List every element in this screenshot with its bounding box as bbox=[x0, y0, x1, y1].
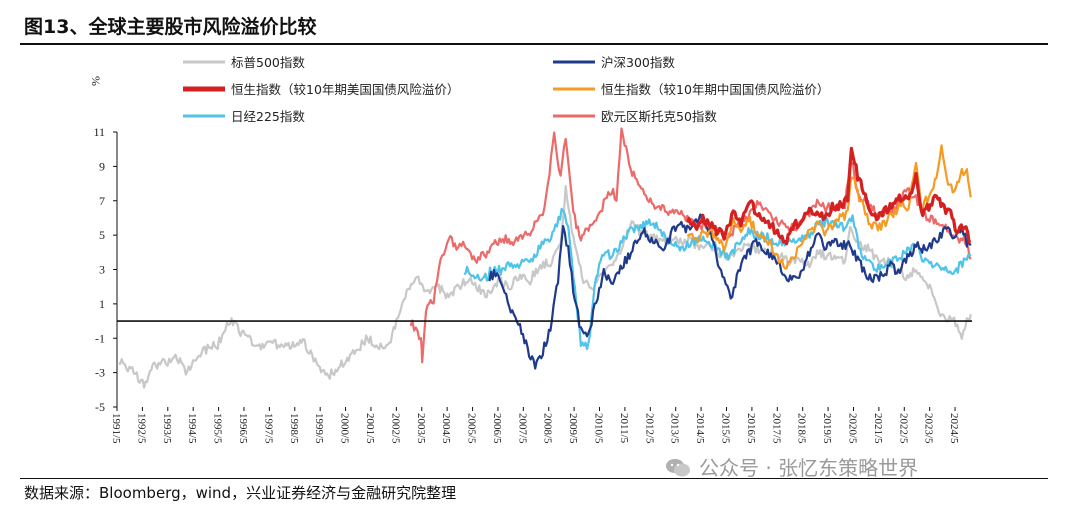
y-axis-label: % bbox=[89, 76, 103, 86]
x-tick-label: 1993/5 bbox=[161, 413, 173, 444]
series-line-1 bbox=[488, 213, 972, 370]
footer-divider bbox=[20, 478, 1048, 479]
x-tick-label: 1998/5 bbox=[288, 413, 300, 444]
x-tick-label: 2022/5 bbox=[897, 413, 909, 444]
y-tick-label: 3 bbox=[99, 263, 105, 277]
watermark-text: 公众号 · 张忆东策略世界 bbox=[699, 456, 919, 480]
title-divider bbox=[20, 43, 1048, 45]
watermark: 公众号 · 张忆东策略世界 bbox=[665, 452, 918, 481]
x-tick-label: 2009/5 bbox=[567, 413, 579, 444]
y-axis: 11 9 7 5 3 1 -1 -3 -5 bbox=[93, 125, 118, 414]
y-tick-label: 9 bbox=[99, 159, 105, 173]
series-layer bbox=[118, 127, 972, 389]
wechat-icon bbox=[666, 459, 690, 477]
series-line-4 bbox=[463, 207, 972, 351]
x-tick-label: 2021/5 bbox=[872, 413, 884, 444]
x-tick-label: 2001/5 bbox=[364, 413, 376, 444]
x-tick-label: 1996/5 bbox=[237, 413, 249, 444]
legend-label: 标普500指数 bbox=[231, 55, 305, 70]
legend-label: 欧元区斯托克50指数 bbox=[601, 109, 717, 124]
y-tick-label: -3 bbox=[95, 366, 105, 380]
y-tick-label: 5 bbox=[99, 228, 105, 242]
x-tick-label: 2006/5 bbox=[491, 413, 503, 444]
x-tick-label: 1994/5 bbox=[186, 413, 198, 444]
series-line-3 bbox=[686, 144, 972, 270]
x-tick-label: 2008/5 bbox=[542, 413, 554, 444]
x-tick-label: 2013/5 bbox=[669, 413, 681, 444]
x-tick-label: 2000/5 bbox=[339, 413, 351, 444]
x-tick-label: 2017/5 bbox=[770, 413, 782, 444]
series-line-0 bbox=[118, 185, 972, 389]
y-tick-label: 1 bbox=[99, 297, 105, 311]
legend-label: 恒生指数（较10年期中国国债风险溢价） bbox=[601, 82, 829, 97]
x-tick-label: 1999/5 bbox=[313, 413, 325, 444]
x-tick-label: 1995/5 bbox=[212, 413, 224, 444]
x-axis: 1991/5 1992/5 1993/5 1994/5 1995/5 1996/5 1997… bbox=[110, 407, 960, 444]
legend-label: 日经225指数 bbox=[231, 109, 305, 124]
x-tick-label: 2011/5 bbox=[618, 413, 630, 444]
x-tick-label: 2020/5 bbox=[846, 413, 858, 444]
page-title: 图13、全球主要股市风险溢价比较 bbox=[24, 16, 317, 38]
y-tick-label: -5 bbox=[95, 400, 105, 414]
x-tick-label: 2012/5 bbox=[643, 413, 655, 444]
x-tick-label: 1997/5 bbox=[262, 413, 274, 444]
x-tick-label: 2002/5 bbox=[389, 413, 401, 444]
y-tick-label: 7 bbox=[99, 194, 105, 208]
series-line-2 bbox=[686, 146, 971, 246]
legend-label: 沪深300指数 bbox=[601, 55, 675, 70]
x-tick-label: 2019/5 bbox=[821, 413, 833, 444]
x-tick-label: 2003/5 bbox=[415, 413, 427, 444]
x-tick-label: 2024/5 bbox=[948, 413, 960, 444]
legend-label: 恒生指数（较10年期美国国债风险溢价） bbox=[231, 82, 459, 97]
x-tick-label: 1992/5 bbox=[135, 413, 147, 444]
x-tick-label: 2023/5 bbox=[923, 413, 935, 444]
source-note: 数据来源：Bloomberg，wind，兴业证券经济与金融研究院整理 bbox=[24, 484, 457, 502]
x-tick-label: 2015/5 bbox=[720, 413, 732, 444]
y-tick-label: -1 bbox=[95, 331, 105, 345]
x-tick-label: 2018/5 bbox=[796, 413, 808, 444]
x-tick-label: 2016/5 bbox=[745, 413, 757, 444]
x-tick-label: 2010/5 bbox=[593, 413, 605, 444]
x-tick-label: 2004/5 bbox=[440, 413, 452, 444]
y-tick-label: 11 bbox=[93, 125, 105, 139]
x-tick-label: 2007/5 bbox=[516, 413, 528, 444]
x-tick-label: 1991/5 bbox=[110, 413, 122, 444]
x-tick-label: 2005/5 bbox=[466, 413, 478, 444]
x-tick-label: 2014/5 bbox=[694, 413, 706, 444]
